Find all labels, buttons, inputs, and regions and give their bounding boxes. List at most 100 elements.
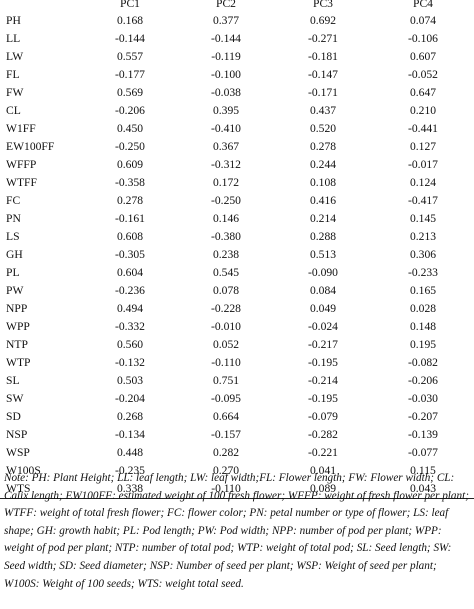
loading-cell-pc4: 0.145 (409, 212, 437, 225)
variable-label: SD (6, 410, 21, 423)
loading-cell-pc2: -0.110 (178, 480, 274, 499)
loading-cell-pc2: -0.100 (211, 68, 241, 81)
table-row: SW -0.204 -0.095 -0.195 -0.030 (0, 390, 474, 408)
loading-cell-pc4: -0.139 (408, 428, 438, 441)
loading-cell-pc3: 0.244 (309, 158, 337, 171)
pc-loadings-table: PC1 PC2 PC3 PC4 PH 0.168 0.377 0.692 0.074 LL… (0, 0, 474, 499)
table-row: SD 0.268 0.664 -0.079 -0.207 (0, 408, 474, 426)
table-row: NSP -0.134 -0.157 -0.282 -0.139 (0, 426, 474, 444)
variable-label: FW (6, 86, 24, 99)
loading-cell-pc1: -0.204 (115, 392, 145, 405)
variable-label: WFFP (6, 158, 37, 171)
table-row: LS 0.608 -0.380 0.288 0.213 (0, 228, 474, 246)
loading-cell-pc1: -0.132 (115, 356, 145, 369)
table-note: Note: PH: Plant Height; LL: leaf length;… (4, 472, 469, 590)
loading-cell-pc3: -0.195 (308, 356, 338, 369)
loading-cell-pc1: -0.358 (115, 176, 145, 189)
loading-cell-pc4: 0.124 (409, 176, 437, 189)
loading-cell-pc3: 0.278 (309, 140, 337, 153)
loading-cell-pc4: 0.074 (409, 14, 437, 27)
loading-cell-pc4: -0.082 (408, 356, 438, 369)
loading-cell-pc3: -0.195 (308, 392, 338, 405)
loading-cell-pc4: -0.417 (408, 194, 438, 207)
variable-label: NPP (6, 302, 28, 315)
loading-cell-pc1: -0.161 (115, 212, 145, 225)
table-row: FL -0.177 -0.100 -0.147 -0.052 (0, 66, 474, 84)
loading-cell-pc1: -0.144 (115, 32, 145, 45)
variable-label: WTS (0, 480, 82, 499)
loading-cell-pc2: -0.312 (211, 158, 241, 171)
variable-label: FL (6, 68, 20, 81)
loading-cell-pc4: -0.030 (408, 392, 438, 405)
loading-cell-pc2: 0.282 (212, 446, 240, 459)
loading-cell-pc3: 0.084 (309, 284, 337, 297)
loading-cell-pc4: 0.148 (409, 320, 437, 333)
loading-cell-pc1: -0.332 (115, 320, 145, 333)
table-row: FW 0.569 -0.038 -0.171 0.647 (0, 84, 474, 102)
variable-label: LW (6, 50, 24, 63)
table-row: LW 0.557 -0.119 -0.181 0.607 (0, 48, 474, 66)
loading-cell-pc3: -0.282 (308, 428, 338, 441)
loading-cell-pc2: -0.119 (211, 50, 241, 63)
loading-cell-pc2: 0.751 (212, 374, 240, 387)
loading-cell-pc1: 0.494 (116, 302, 144, 315)
table-header-row: PC1 PC2 PC3 PC4 (0, 0, 474, 12)
loading-cell-pc4: 0.195 (409, 338, 437, 351)
table-row: WPP -0.332 -0.010 -0.024 0.148 (0, 318, 474, 336)
table-row: FC 0.278 -0.250 0.416 -0.417 (0, 192, 474, 210)
loading-cell-pc4: -0.207 (408, 410, 438, 423)
table-row: LL -0.144 -0.144 -0.271 -0.106 (0, 30, 474, 48)
variable-label: GH (6, 248, 23, 261)
loading-cell-pc4: 0.213 (409, 230, 437, 243)
loading-cell-pc2: -0.250 (211, 194, 241, 207)
table-row: WFFP 0.609 -0.312 0.244 -0.017 (0, 156, 474, 174)
loading-cell-pc4: -0.077 (408, 446, 438, 459)
loading-cell-pc2: -0.410 (211, 122, 241, 135)
table-row: SL 0.503 0.751 -0.214 -0.206 (0, 372, 474, 390)
loading-cell-pc1: -0.236 (115, 284, 145, 297)
table-row: W1FF 0.450 -0.410 0.520 -0.441 (0, 120, 474, 138)
loading-cell-pc4: -0.441 (408, 122, 438, 135)
loading-cell-pc3: 0.041 (309, 464, 337, 477)
header-pc4: PC4 (413, 0, 433, 10)
header-pc1: PC1 (120, 0, 140, 10)
loading-cell-pc3: -0.079 (308, 410, 338, 423)
variable-label: W100S (6, 464, 41, 477)
loading-cell-pc1: 0.560 (116, 338, 144, 351)
loading-cell-pc4: 0.028 (409, 302, 437, 315)
loading-cell-pc1: 0.604 (116, 266, 144, 279)
loading-cell-pc2: -0.228 (211, 302, 241, 315)
loading-cell-pc1: 0.450 (116, 122, 144, 135)
loading-cell-pc2: -0.110 (211, 356, 241, 369)
loading-cell-pc1: 0.168 (116, 14, 144, 27)
variable-label: LL (6, 32, 21, 45)
loading-cell-pc3: -0.181 (308, 50, 338, 63)
header-pc2: PC2 (216, 0, 236, 10)
variable-label: W1FF (6, 122, 36, 135)
loading-cell-pc4: 0.043 (372, 480, 474, 499)
loading-cell-pc3: 0.513 (309, 248, 337, 261)
loading-cell-pc4: 0.210 (409, 104, 437, 117)
loading-cell-pc4: 0.115 (410, 464, 436, 477)
loading-cell-pc3: -0.147 (308, 68, 338, 81)
loading-cell-pc2: 0.052 (212, 338, 240, 351)
loading-cell-pc4: -0.206 (408, 374, 438, 387)
variable-label: CL (6, 104, 21, 117)
loading-cell-pc2: 0.377 (212, 14, 240, 27)
loading-cell-pc2: -0.144 (211, 32, 241, 45)
header-pc3: PC3 (313, 0, 333, 10)
loading-cell-pc2: 0.395 (212, 104, 240, 117)
loading-cell-pc1: 0.338 (82, 480, 178, 499)
loading-cell-pc1: -0.305 (115, 248, 145, 261)
loading-cell-pc1: -0.250 (115, 140, 145, 153)
table-row: CL -0.206 0.395 0.437 0.210 (0, 102, 474, 120)
variable-label: EW100FF (6, 140, 55, 153)
table-row: GH -0.305 0.238 0.513 0.306 (0, 246, 474, 264)
loading-cell-pc3: 0.416 (309, 194, 337, 207)
loading-cell-pc4: 0.647 (409, 86, 437, 99)
loading-cell-pc3: 0.288 (309, 230, 337, 243)
table-row: EW100FF -0.250 0.367 0.278 0.127 (0, 138, 474, 156)
variable-label: FC (6, 194, 21, 207)
variable-label: WSP (6, 446, 30, 459)
